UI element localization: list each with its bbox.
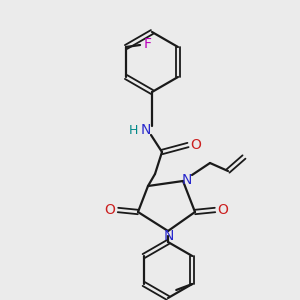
Text: H: H xyxy=(128,124,138,136)
Text: O: O xyxy=(105,203,116,217)
Text: N: N xyxy=(164,229,174,243)
Text: O: O xyxy=(218,203,228,217)
Text: N: N xyxy=(141,123,151,137)
Text: O: O xyxy=(190,138,201,152)
Text: F: F xyxy=(144,37,152,51)
Text: N: N xyxy=(182,173,192,187)
